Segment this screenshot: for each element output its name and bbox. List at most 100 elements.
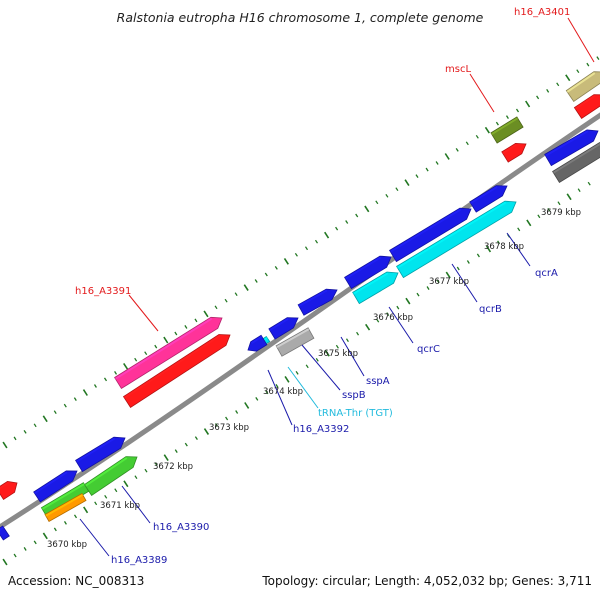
outer-guide-tick — [335, 226, 339, 231]
gene-red-left-body — [0, 480, 18, 501]
outer-guide-tick — [134, 357, 138, 362]
label-qcrC: qcrC — [417, 344, 440, 355]
outer-guide-tick — [596, 56, 600, 60]
inner-guide-tick — [184, 442, 188, 447]
gene-qcrC-highlight — [352, 272, 389, 295]
tick-label-3675: 3675 kbp — [318, 349, 358, 359]
tick-label-3679: 3679 kbp — [541, 208, 581, 218]
inner-guide-tick — [63, 521, 67, 525]
label-qcrA: qcrA — [535, 268, 558, 279]
inner-guide-tick — [144, 468, 148, 473]
leader-sspB — [301, 344, 341, 391]
outer-guide-tick — [2, 441, 8, 449]
gene-mscL — [490, 116, 524, 144]
outer-guide-tick — [556, 82, 560, 87]
label-leader-lines — [79, 17, 595, 557]
outer-guide-tick — [144, 351, 148, 356]
label-h16_A3392: h16_A3392 — [293, 424, 349, 435]
outer-guide-tick — [114, 371, 118, 375]
inner-guide-tick — [466, 260, 470, 264]
gene-blue-3675-body — [297, 288, 338, 316]
outer-guide-tick — [495, 121, 499, 126]
tick-label-3678: 3678 kbp — [484, 242, 524, 252]
inner-guide-tick — [284, 375, 290, 383]
gene-qcrA — [469, 185, 508, 213]
outer-guide-tick — [163, 336, 169, 344]
gene-h16_A3389 — [44, 492, 87, 523]
tick-label-3673: 3673 kbp — [209, 423, 249, 433]
inner-guide-tick — [174, 449, 178, 453]
gene-mscL-highlight — [491, 117, 519, 136]
gene-h16_A3391 — [122, 334, 231, 408]
label-h16_A3401: h16_A3401 — [514, 7, 570, 18]
gene-h16_A3391-highlight — [123, 334, 221, 399]
outer-guide-tick — [82, 389, 88, 396]
outer-guide-tick — [565, 74, 571, 82]
gene-h16_A3390-body — [33, 470, 78, 503]
outer-guide-tick — [243, 284, 249, 291]
gene-red-top-right-body — [573, 94, 600, 119]
inner-guide-tick — [13, 553, 17, 558]
outer-guide-tick — [415, 174, 419, 178]
inner-guide-tick — [577, 188, 581, 193]
outer-guide-tick — [586, 62, 590, 67]
inner-guide-tick — [83, 506, 89, 514]
inner-guide-tick — [305, 364, 309, 369]
leader-sspA — [340, 336, 365, 377]
inner-guide-tick — [537, 214, 541, 219]
gene-blue-left — [0, 525, 10, 541]
ruler-guides — [2, 56, 600, 566]
leader-h16_A3392 — [267, 369, 293, 426]
gene-features — [0, 71, 600, 541]
outer-guide-tick — [355, 213, 359, 218]
outer-guide-tick — [63, 403, 67, 408]
outer-guide-tick — [23, 430, 27, 434]
inner-guide-tick — [163, 454, 169, 462]
gene-qcrC — [352, 271, 399, 305]
gene-red-near-mscL — [501, 142, 527, 163]
outer-guide-tick — [123, 362, 129, 370]
gene-qcrC-body — [352, 271, 399, 305]
tick-label-3676: 3676 kbp — [373, 313, 413, 323]
inner-guide-tick — [497, 240, 501, 245]
gene-h16_A3401-highlight — [566, 72, 596, 93]
inner-guide-tick — [526, 219, 532, 227]
inner-guide-tick — [23, 547, 27, 551]
gene-h16_A3389-body — [44, 492, 87, 523]
gene-h16_A3389-highlight — [45, 493, 84, 517]
gene-green-3672 — [83, 456, 138, 496]
gene-sspB-body — [275, 327, 315, 357]
gene-h16_A3391-pink-highlight — [114, 317, 213, 380]
outer-guide-tick — [214, 305, 218, 310]
gene-green-3672-body — [83, 456, 138, 496]
outer-guide-tick — [93, 384, 97, 388]
inner-guide-tick — [154, 462, 158, 467]
outer-guide-tick — [254, 279, 258, 283]
inner-guide-tick — [416, 292, 420, 297]
outer-guide-tick — [294, 252, 298, 257]
label-h16_A3389: h16_A3389 — [111, 555, 167, 566]
gene-blue-3676-body — [344, 255, 392, 290]
inner-guide-tick — [134, 475, 138, 480]
gene-sspB-highlight — [276, 328, 310, 348]
gene-blue-3672-highlight — [75, 437, 116, 463]
outer-guide-tick — [404, 179, 410, 187]
leader-qcrC — [388, 306, 414, 344]
inner-guide-tick — [445, 271, 451, 279]
outer-guide-tick — [53, 410, 57, 415]
gene-darkgray-right-body — [552, 141, 600, 184]
outer-guide-tick — [203, 310, 209, 318]
inner-guide-tick — [255, 397, 259, 401]
gene-green-3672-highlight — [84, 457, 128, 487]
gene-mscL-body — [490, 116, 524, 144]
inner-guide-tick — [265, 390, 269, 395]
gene-qcrB — [396, 200, 517, 279]
gene-blue-3675-highlight — [298, 289, 328, 307]
inner-guide-tick — [517, 227, 521, 232]
gene-red-near-mscL-highlight — [502, 143, 517, 155]
gene-darkgray-right-highlight — [552, 142, 600, 174]
outer-guide-tick — [274, 266, 278, 270]
inner-guide-tick — [587, 181, 591, 186]
gene-h16_A3391-pink-body — [114, 316, 223, 390]
